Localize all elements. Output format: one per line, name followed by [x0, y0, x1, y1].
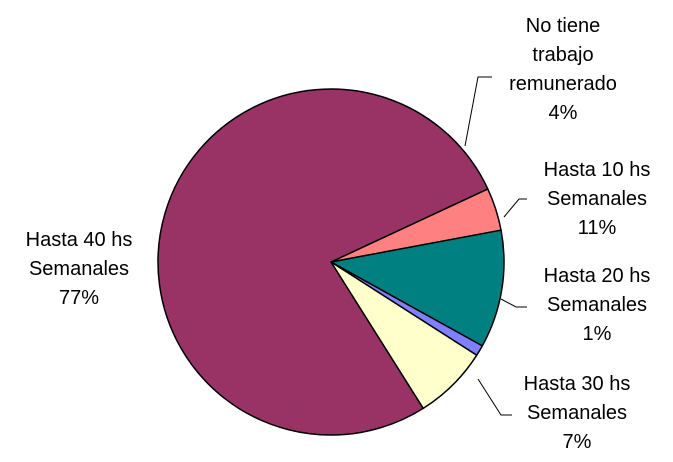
- slice-label-4: Hasta 30 hs Semanales 7%: [524, 373, 631, 453]
- slice-category-label: Semanales: [527, 402, 627, 424]
- slice-category-label: Semanales: [547, 188, 647, 210]
- slice-category-label: trabajo: [532, 44, 593, 66]
- leader-lines: [464, 76, 527, 416]
- slice-labels: No tiene trabajo remunerado 4% Hasta 10 hs Se…: [26, 15, 651, 453]
- slice-percent-label: 4%: [549, 102, 578, 124]
- pie-slice-5: [157, 88, 489, 436]
- slice-category-label: Hasta 30 hs: [524, 373, 631, 395]
- slice-category-label: Semanales: [547, 294, 647, 316]
- slice-label-1: No tiene trabajo remunerado 4%: [509, 15, 617, 124]
- slice-percent-label: 7%: [563, 431, 592, 453]
- leader-line-3: [500, 298, 527, 308]
- slice-label-5: Hasta 40 hs Semanales 77%: [26, 229, 133, 309]
- pie-slice-2: [330, 229, 505, 347]
- slice-label-3: Hasta 20 hs Semanales 1%: [544, 265, 651, 345]
- slice-category-label: Hasta 40 hs: [26, 229, 133, 251]
- slice-percent-label: 11%: [578, 217, 617, 239]
- slice-category-label: Semanales: [29, 258, 129, 280]
- leader-line-4: [477, 378, 512, 416]
- leader-line-1: [464, 76, 492, 147]
- slice-category-label: remunerado: [509, 73, 617, 95]
- pie-slices: [157, 88, 505, 436]
- slice-category-label: Hasta 10 hs: [544, 159, 651, 181]
- slice-category-label: Hasta 20 hs: [544, 265, 651, 287]
- slice-percent-label: 77%: [59, 287, 99, 309]
- slice-label-2: Hasta 10 hs Semanales 11%: [544, 159, 651, 239]
- leader-line-2: [503, 198, 527, 218]
- slice-category-label: No tiene: [526, 15, 601, 37]
- slice-percent-label: 1%: [583, 323, 612, 345]
